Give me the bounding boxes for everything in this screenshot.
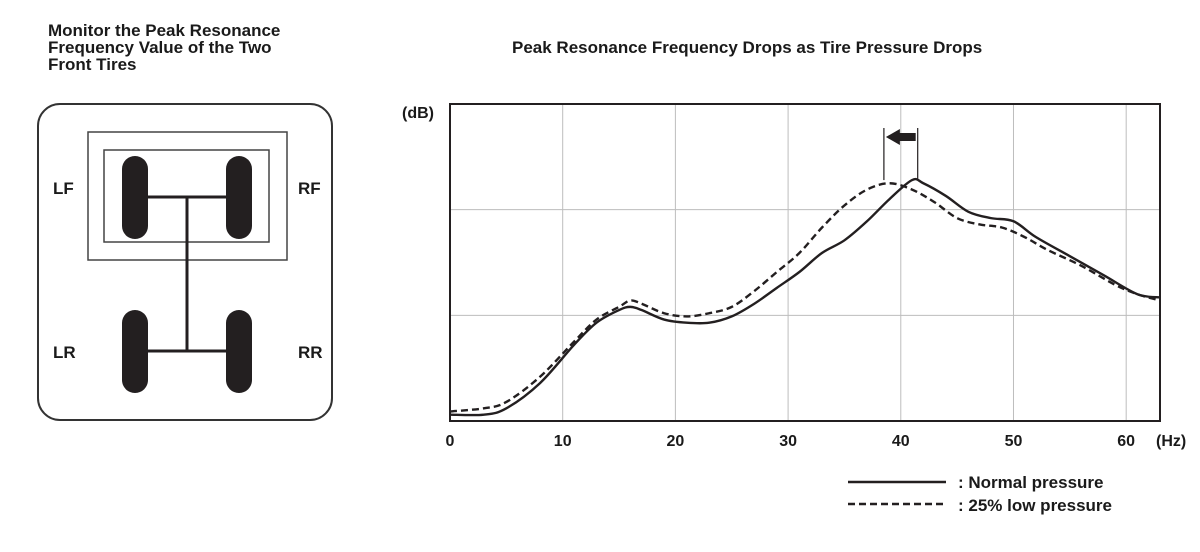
vehicle-frame xyxy=(37,103,333,421)
x-tick-label: 60 xyxy=(1117,433,1135,450)
tire-label-lr: LR xyxy=(53,343,76,362)
x-axis-label: (Hz) xyxy=(1156,433,1186,450)
peak-shift-annotation xyxy=(883,128,919,181)
series-layer xyxy=(449,177,1161,417)
x-tick-label: 20 xyxy=(666,433,684,450)
left-title-line-1: Monitor the Peak Resonance xyxy=(48,21,281,40)
tire-label-rf: RF xyxy=(298,179,321,198)
x-tick-label: 50 xyxy=(1005,433,1023,450)
x-tick-labels: 0 10 20 30 40 50 60 xyxy=(446,433,1136,450)
arrow-left-icon xyxy=(885,129,916,145)
x-tick-label: 10 xyxy=(554,433,572,450)
left-title-line-3: Front Tires xyxy=(48,55,137,74)
x-tick-label: 0 xyxy=(446,433,455,450)
tire-lr xyxy=(122,310,148,393)
legend-label-normal: : Normal pressure xyxy=(958,473,1104,492)
series-line-low-pressure xyxy=(449,182,1161,413)
left-panel-title: Monitor the Peak Resonance Frequency Val… xyxy=(48,22,348,73)
x-tick-label: 40 xyxy=(892,433,910,450)
chart-title: Peak Resonance Frequency Drops as Tire P… xyxy=(512,38,983,57)
tire-rf xyxy=(226,156,252,239)
tire-rr xyxy=(226,310,252,393)
chart-grid xyxy=(450,104,1160,421)
series-line-normal-pressure xyxy=(449,177,1161,417)
tire-lf xyxy=(122,156,148,239)
y-axis-label: (dB) xyxy=(402,105,434,122)
legend-label-low: : 25% low pressure xyxy=(958,496,1112,515)
tire-label-rr: RR xyxy=(298,343,323,362)
x-tick-label: 30 xyxy=(779,433,797,450)
legend: : Normal pressure : 25% low pressure xyxy=(848,473,1112,515)
vehicle-diagram: LF RF LR RR xyxy=(37,103,333,421)
left-title-line-2: Frequency Value of the Two xyxy=(48,38,272,57)
plot-area-frame xyxy=(449,103,1161,422)
tire-label-lf: LF xyxy=(53,179,74,198)
